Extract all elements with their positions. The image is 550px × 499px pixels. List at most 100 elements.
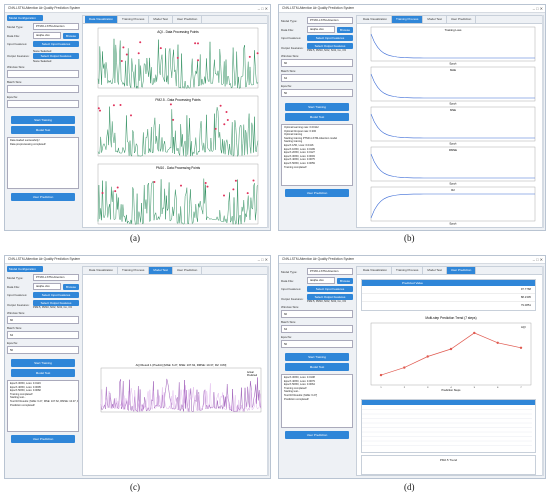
scrollbar[interactable]	[267, 266, 269, 476]
main-area: Data Visualization Training Process Mode…	[82, 15, 268, 228]
model-test-button[interactable]: Model Test	[11, 126, 75, 134]
log-line: Epoch 50/50, Loss: 0.0082	[10, 389, 41, 393]
scrollbar[interactable]	[267, 15, 269, 228]
scrollbar[interactable]	[542, 266, 544, 476]
scrollbar[interactable]	[542, 15, 544, 228]
abnormal-point	[153, 181, 156, 183]
tab-training-process[interactable]: Training Process	[392, 267, 424, 274]
log-line: Data loaded successfully!	[10, 139, 40, 142]
epochs-label: Epochs:	[7, 95, 18, 99]
tab-user-prediction[interactable]: User Prediction	[447, 16, 477, 23]
data-file-field: taiqihe.xlsx	[33, 32, 61, 39]
tab-user-prediction[interactable]: User Prediction	[446, 267, 477, 274]
batch-size-input[interactable]: 64	[281, 74, 353, 82]
select-output-button[interactable]: Select Output Features	[33, 300, 79, 306]
epochs-input[interactable]	[7, 100, 79, 108]
window-size-label: Window Size:	[7, 311, 26, 315]
prediction-table: Predicted Value 97.7768 88.2305 79.0851	[361, 279, 536, 311]
window-size-input[interactable]	[7, 70, 79, 78]
tab-user-prediction[interactable]: User Prediction	[173, 16, 203, 23]
select-input-button[interactable]: Select Input Features	[307, 35, 353, 41]
select-input-button[interactable]: Select Input Features	[307, 286, 353, 292]
tab-model-test[interactable]: Model Test	[423, 16, 447, 23]
window-titlebar: CNN-LSTM-Attention Air Quality Predictio…	[279, 5, 545, 13]
abnormal-point	[139, 41, 142, 44]
tab-training-process[interactable]: Training Process	[118, 16, 150, 23]
caption-b: (b)	[404, 233, 415, 243]
tab-data-visualization[interactable]: Data Visualization	[85, 16, 118, 23]
tab-data-visualization[interactable]: Data Visualization	[359, 267, 392, 274]
log-line: Epoch 20/50, Loss: 0.0127	[284, 151, 315, 155]
batch-size-input[interactable]: 64	[281, 325, 353, 333]
training-chart-xlabel: Epoch	[450, 143, 457, 146]
tab-data-visualization[interactable]: Data Visualization	[85, 267, 118, 274]
chart-title: AQI - Data Processing Points	[157, 30, 199, 34]
browse-button[interactable]: Browse	[63, 32, 79, 39]
tab-user-prediction[interactable]: User Prediction	[173, 267, 203, 274]
model-type-select[interactable]: PTMO-LSTM-Attention	[307, 17, 353, 24]
data-file-field: taiqihe.xlsx	[307, 277, 335, 284]
tab-data-visualization[interactable]: Data Visualization	[359, 16, 392, 23]
log-line: Epoch 30/50, Loss: 0.0119	[10, 382, 41, 385]
epochs-input[interactable]: 50	[7, 346, 79, 354]
batch-size-input[interactable]: 64	[7, 331, 79, 339]
model-test-button[interactable]: Model Test	[285, 363, 349, 371]
user-prediction-button[interactable]: User Prediction	[285, 189, 349, 197]
tab-model-test[interactable]: Model Test	[149, 267, 173, 274]
x-tick-label: 2	[404, 387, 406, 389]
window-size-input[interactable]: 60	[281, 59, 353, 67]
start-training-button[interactable]: Start Training	[285, 353, 349, 361]
abnormal-point	[99, 109, 101, 112]
abnormal-point	[214, 127, 217, 130]
training-chart-title: MAE	[450, 68, 456, 72]
abnormal-point	[112, 104, 115, 107]
log-box: Epoch 30/50, Loss: 0.0108 Epoch 40/50, Lo…	[281, 374, 353, 428]
log-box: Epoch 30/50, Loss: 0.0119 Epoch 40/50, Lo…	[7, 380, 79, 432]
panel-b: CNN-LSTM-Attention Air Quality Predictio…	[278, 4, 546, 231]
x-tick-label: 7	[520, 387, 522, 389]
tab-training-process[interactable]: Training Process	[118, 267, 150, 274]
window-controls[interactable]: – □ ✕	[532, 6, 543, 11]
trend-point	[496, 341, 499, 344]
second-chart: PM2.5 Trend	[361, 455, 536, 475]
select-output-button[interactable]: Select Output Features	[307, 43, 353, 49]
user-prediction-button[interactable]: User Prediction	[11, 435, 75, 443]
window-controls[interactable]: – □ ✕	[257, 257, 268, 262]
browse-button[interactable]: Browse	[63, 283, 79, 290]
window-size-input[interactable]: 60	[7, 316, 79, 324]
training-chart-xlabel: Epoch	[450, 223, 457, 226]
log-line: Epoch 30/50, Loss: 0.0093	[284, 154, 315, 158]
window-controls[interactable]: – □ ✕	[532, 257, 543, 262]
tab-model-test[interactable]: Model Test	[149, 16, 173, 23]
user-prediction-button[interactable]: User Prediction	[285, 431, 349, 439]
trend-point	[473, 331, 476, 335]
start-training-button[interactable]: Start Training	[285, 103, 349, 111]
output-selected-text: PM2.5, PM10, NO2, SO2, Co, O3	[307, 49, 346, 52]
window-controls[interactable]: – □ ✕	[257, 6, 268, 11]
model-test-button[interactable]: Model Test	[285, 113, 349, 121]
window-size-input[interactable]: 60	[281, 310, 353, 318]
epochs-input[interactable]: 50	[281, 340, 353, 348]
browse-button[interactable]: Browse	[337, 277, 353, 284]
tab-training-process[interactable]: Training Process	[391, 16, 424, 23]
user-prediction-button[interactable]: User Prediction	[11, 193, 75, 201]
start-training-button[interactable]: Start Training	[11, 116, 75, 124]
training-curve	[370, 73, 535, 99]
select-output-button[interactable]: Select Output Features	[33, 53, 79, 59]
select-input-button[interactable]: Select Input Features	[33, 41, 79, 47]
select-output-button[interactable]: Select Output Features	[307, 294, 353, 300]
model-type-select[interactable]: PTMO-LSTM-Attention	[307, 268, 353, 275]
model-type-select[interactable]: PTMO-LSTM-Attention	[33, 23, 79, 30]
model-type-select[interactable]: PTMO-LSTM-Attention	[33, 274, 79, 281]
start-training-button[interactable]: Start Training	[11, 359, 75, 367]
batch-size-input[interactable]	[7, 85, 79, 93]
select-input-button[interactable]: Select Input Features	[33, 292, 79, 298]
model-test-button[interactable]: Model Test	[11, 369, 75, 377]
chart-title: PM2.5 - Data Processing Points	[155, 98, 201, 102]
abnormal-point	[159, 47, 162, 50]
browse-button[interactable]: Browse	[337, 26, 353, 33]
panel-a: CNN-LSTM-Attention Air Quality Predictio…	[4, 4, 271, 231]
epochs-input[interactable]: 50	[281, 89, 353, 97]
model-type-label: Model Type:	[281, 269, 298, 274]
tab-model-test[interactable]: Model Test	[423, 267, 447, 274]
